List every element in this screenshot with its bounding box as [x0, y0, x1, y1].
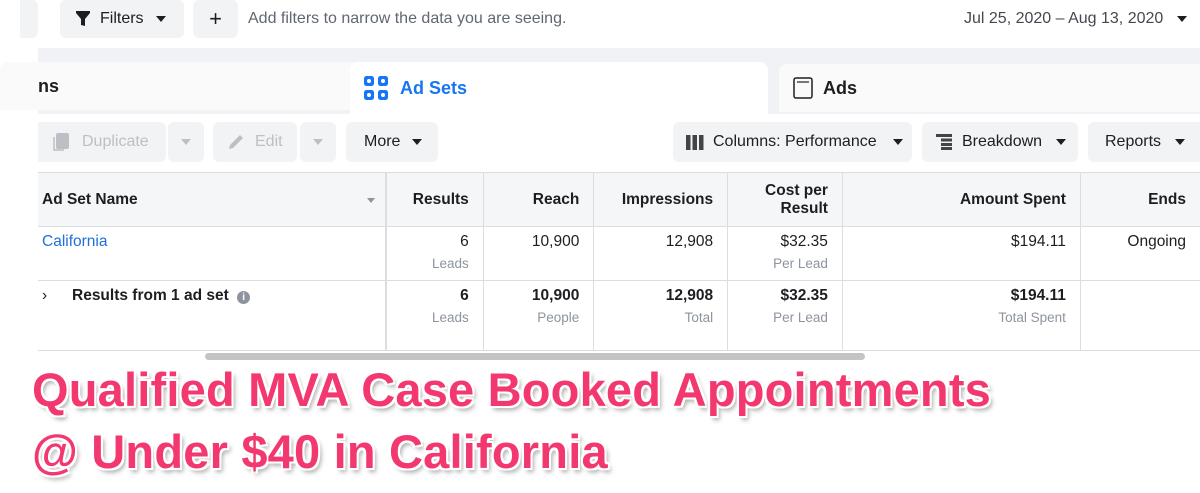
total-impressions: 12,908: [665, 287, 714, 304]
horizontal-scrollbar[interactable]: [205, 353, 865, 360]
duplicate-dropdown[interactable]: [168, 122, 204, 162]
tab-bar: ns Ad Sets Ads: [0, 48, 1200, 114]
total-row: › Results from 1 ad set i 6 Leads 10,900 Pe…: [38, 280, 1200, 351]
tab-label: Ads: [823, 77, 858, 98]
edit-label: Edit: [255, 133, 283, 150]
caret-down-icon: [1177, 16, 1188, 22]
columns-label: Columns: Performance: [713, 133, 877, 150]
sort-icon[interactable]: [367, 198, 376, 203]
breakdown-label: Breakdown: [962, 133, 1043, 150]
add-filter-button[interactable]: +: [193, 0, 238, 38]
more-label: More: [364, 133, 401, 150]
breakdown-button[interactable]: Breakdown: [922, 122, 1078, 162]
overlay-caption-line1: Qualified MVA Case Booked Appointments: [32, 363, 992, 416]
ends-value: Ongoing: [1127, 233, 1186, 250]
duplicate-icon: [53, 133, 69, 151]
plus-icon: +: [209, 6, 222, 31]
column-header-impressions[interactable]: Impressions: [593, 172, 729, 227]
total-cost: $32.35: [780, 287, 828, 304]
expand-chevron-icon[interactable]: ›: [42, 287, 48, 304]
table-row[interactable]: California 6 Leads 10,900 12,908 $32.35 Pe…: [38, 226, 1200, 281]
tab-label: Ad Sets: [400, 77, 468, 98]
left-edge: [0, 0, 38, 350]
amount-value: $194.11: [1011, 233, 1066, 250]
overlay-caption-line2: @ Under $40 in California: [32, 425, 608, 478]
pencil-icon: [229, 135, 243, 149]
tab-campaigns[interactable]: ns: [0, 62, 385, 110]
columns-button[interactable]: Columns: Performance: [673, 122, 912, 162]
edit-button[interactable]: Edit: [213, 122, 297, 162]
ad-sets-table: Ad Set Name Results Reach Impressions Co…: [38, 172, 1200, 351]
filters-label: Filters: [100, 10, 144, 27]
column-header-cost[interactable]: Cost per Result: [727, 172, 843, 227]
total-results-sub: Leads: [432, 310, 469, 325]
edit-dropdown[interactable]: [300, 122, 336, 162]
header-label: Cost per Result: [765, 181, 828, 217]
total-cost-sub: Per Lead: [773, 310, 828, 325]
caret-down-icon: [892, 139, 903, 145]
reach-value: 10,900: [531, 233, 580, 250]
column-header-reach[interactable]: Reach: [483, 172, 595, 227]
tab-ad-sets[interactable]: Ad Sets: [350, 62, 768, 114]
total-label: Results from 1 ad set: [72, 287, 229, 304]
tab-ads[interactable]: Ads: [779, 64, 1200, 112]
caret-down-icon: [313, 139, 323, 145]
total-amount-sub: Total Spent: [998, 310, 1066, 325]
table-header-row: Ad Set Name Results Reach Impressions Co…: [38, 172, 1200, 227]
total-reach: 10,900: [531, 287, 580, 304]
reports-label: Reports: [1105, 133, 1162, 150]
column-header-name[interactable]: Ad Set Name: [38, 172, 388, 227]
impressions-value: 12,908: [665, 233, 714, 250]
header-label: Ad Set Name: [42, 190, 138, 208]
total-results: 6: [460, 287, 469, 304]
duplicate-button[interactable]: Duplicate: [38, 122, 166, 162]
clipped-button[interactable]: [20, 0, 38, 38]
caret-down-icon: [155, 16, 166, 22]
date-range-picker[interactable]: Jul 25, 2020 – Aug 13, 2020: [964, 10, 1188, 28]
filters-button[interactable]: Filters: [60, 0, 184, 38]
total-amount: $194.11: [1010, 287, 1066, 304]
total-reach-sub: People: [537, 310, 580, 325]
filter-icon: [76, 11, 90, 26]
more-button[interactable]: More: [346, 122, 438, 162]
caret-down-icon: [1175, 139, 1186, 145]
reports-button[interactable]: Reports: [1088, 122, 1200, 162]
results-sub: Leads: [432, 256, 469, 271]
column-header-results[interactable]: Results: [386, 172, 484, 227]
column-header-ends[interactable]: Ends: [1080, 172, 1200, 227]
ad-sets-icon: [364, 76, 388, 100]
ad-set-name-link[interactable]: California: [42, 233, 108, 250]
duplicate-label: Duplicate: [82, 133, 149, 150]
cost-sub: Per Lead: [773, 256, 828, 271]
filter-hint: Add filters to narrow the data you are s…: [248, 10, 567, 27]
column-header-amount[interactable]: Amount Spent: [842, 172, 1081, 227]
cost-value: $32.35: [780, 233, 828, 250]
tab-label: ns: [38, 75, 60, 96]
caret-down-icon: [1056, 139, 1067, 145]
caret-down-icon: [412, 139, 423, 145]
date-range: Jul 25, 2020 – Aug 13, 2020: [964, 10, 1164, 27]
info-icon[interactable]: i: [237, 291, 251, 304]
breakdown-icon: [936, 134, 952, 150]
results-value: 6: [460, 233, 469, 250]
caret-down-icon: [181, 139, 191, 145]
columns-icon: [686, 134, 704, 150]
ad-icon: [793, 77, 813, 99]
total-impressions-sub: Total: [684, 310, 714, 325]
